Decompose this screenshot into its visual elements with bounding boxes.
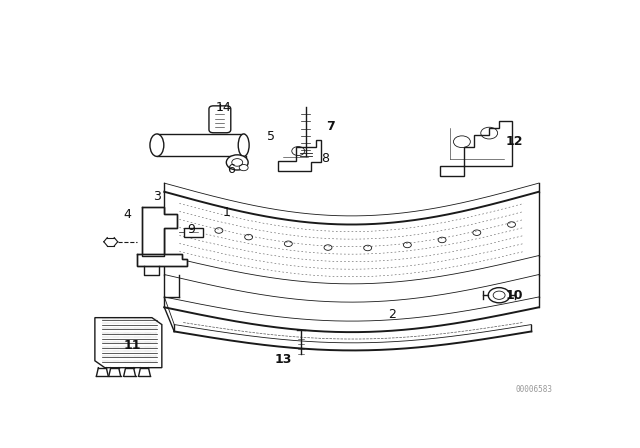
Polygon shape: [142, 207, 177, 255]
Polygon shape: [137, 254, 187, 266]
Text: 14: 14: [216, 101, 232, 114]
Ellipse shape: [238, 134, 249, 156]
Polygon shape: [164, 183, 539, 332]
Polygon shape: [278, 140, 321, 171]
Polygon shape: [440, 121, 511, 176]
FancyBboxPatch shape: [209, 106, 231, 133]
Text: 5: 5: [267, 130, 275, 143]
Circle shape: [488, 288, 510, 303]
Text: 4: 4: [123, 208, 131, 221]
Circle shape: [239, 164, 248, 171]
Ellipse shape: [150, 134, 164, 156]
Text: 13: 13: [275, 353, 292, 366]
Text: 12: 12: [505, 135, 523, 148]
Polygon shape: [95, 318, 162, 368]
Text: 2: 2: [388, 308, 396, 321]
Text: 10: 10: [505, 289, 523, 302]
Text: 9: 9: [188, 223, 196, 236]
Polygon shape: [174, 324, 531, 350]
Bar: [184, 228, 203, 237]
Text: 1: 1: [222, 206, 230, 219]
Circle shape: [227, 155, 248, 170]
Text: 00006583: 00006583: [515, 385, 552, 394]
Text: 3: 3: [153, 190, 161, 203]
Text: 7: 7: [326, 120, 335, 133]
Text: 8: 8: [321, 152, 330, 165]
Text: 6: 6: [227, 163, 236, 176]
Text: 11: 11: [124, 339, 141, 352]
